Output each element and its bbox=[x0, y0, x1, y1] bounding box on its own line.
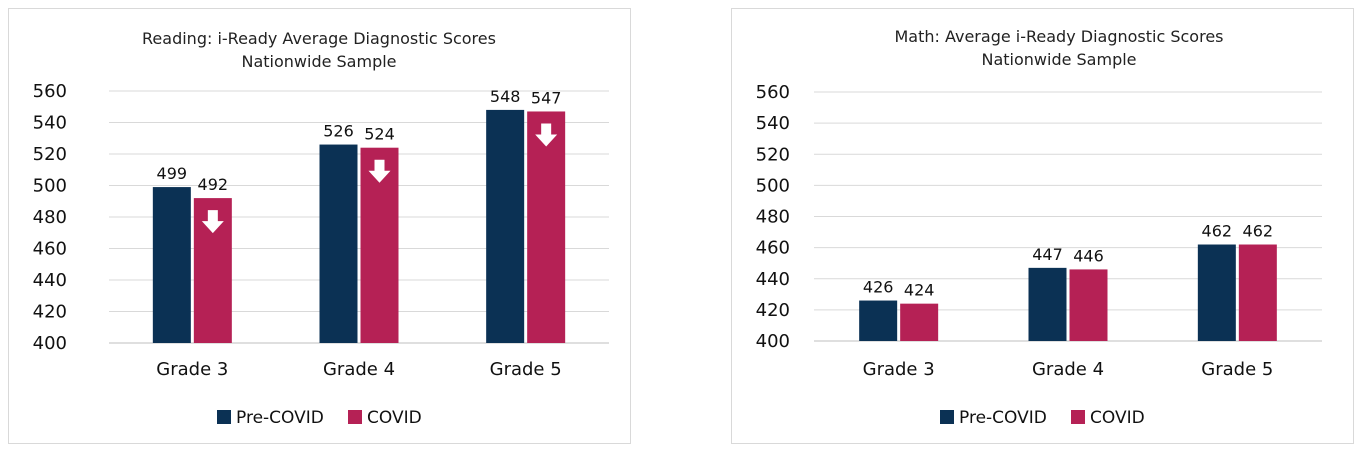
data-label-pre-covid-grade-4: 526 bbox=[323, 122, 354, 141]
data-label-covid-grade-3: 424 bbox=[904, 281, 935, 300]
down-arrow-icon bbox=[535, 123, 558, 147]
legend-label-pre-covid: Pre-COVID bbox=[959, 408, 1047, 428]
bar-pre-covid-grade-3 bbox=[859, 300, 898, 341]
math-chart: Math: Average i-Ready Diagnostic Scores … bbox=[756, 27, 1322, 428]
bar-pre-covid-grade-4 bbox=[319, 144, 358, 343]
legend: Pre-COVID COVID bbox=[217, 408, 422, 428]
legend-swatch-pre-covid bbox=[217, 410, 231, 424]
y-tick-label-560: 560 bbox=[33, 81, 67, 102]
down-arrow-icon bbox=[201, 210, 224, 234]
y-tick-label-500: 500 bbox=[756, 175, 790, 196]
x-category-label-grade-3: Grade 3 bbox=[863, 359, 935, 380]
chart-subtitle: Nationwide Sample bbox=[241, 52, 396, 71]
x-category-label-grade-5: Grade 5 bbox=[490, 359, 562, 380]
data-label-covid-grade-5: 547 bbox=[531, 88, 562, 107]
y-tick-label-500: 500 bbox=[33, 176, 67, 197]
legend-label-covid: COVID bbox=[1090, 408, 1145, 428]
bar-covid-grade-5 bbox=[1238, 244, 1277, 341]
y-tick-label-440: 440 bbox=[33, 270, 67, 291]
reading-chart-panel: Reading: i-Ready Average Diagnostic Scor… bbox=[8, 8, 631, 444]
bar-covid-grade-4 bbox=[1069, 269, 1108, 341]
y-tick-label-400: 400 bbox=[33, 333, 67, 354]
down-arrow-icon bbox=[368, 159, 391, 183]
legend-swatch-covid bbox=[1071, 410, 1085, 424]
data-label-pre-covid-grade-5: 548 bbox=[490, 87, 521, 106]
plot-area: 400 420 440 460 480 500 520 540 560 Grade 3 499 492… bbox=[33, 81, 609, 380]
y-tick-label-540: 540 bbox=[33, 113, 67, 134]
legend-label-pre-covid: Pre-COVID bbox=[236, 408, 324, 428]
bar-pre-covid-grade-4 bbox=[1028, 267, 1067, 341]
y-tick-label-460: 460 bbox=[33, 239, 67, 260]
y-tick-label-520: 520 bbox=[756, 144, 790, 165]
x-category-label-grade-5: Grade 5 bbox=[1201, 359, 1273, 380]
y-tick-label-520: 520 bbox=[33, 144, 67, 165]
x-category-label-grade-3: Grade 3 bbox=[156, 359, 228, 380]
y-tick-label-420: 420 bbox=[756, 300, 790, 321]
data-label-covid-grade-5: 462 bbox=[1243, 222, 1274, 241]
legend-swatch-covid bbox=[348, 410, 362, 424]
data-label-covid-grade-4: 524 bbox=[364, 125, 395, 144]
reading-chart: Reading: i-Ready Average Diagnostic Scor… bbox=[33, 29, 609, 428]
bar-pre-covid-grade-5 bbox=[1197, 244, 1236, 341]
chart-subtitle: Nationwide Sample bbox=[981, 50, 1136, 69]
bar-pre-covid-grade-5 bbox=[486, 109, 525, 344]
y-tick-label-460: 460 bbox=[756, 238, 790, 259]
plot-area: 400 420 440 460 480 500 520 540 560 Grade 3 426 424… bbox=[756, 82, 1322, 380]
x-category-label-grade-4: Grade 4 bbox=[323, 359, 395, 380]
bar-covid-grade-5 bbox=[527, 111, 566, 343]
y-tick-label-480: 480 bbox=[756, 207, 790, 228]
bar-covid-grade-3 bbox=[900, 303, 939, 341]
data-label-pre-covid-grade-5: 462 bbox=[1202, 222, 1233, 241]
math-chart-panel: Math: Average i-Ready Diagnostic Scores … bbox=[731, 8, 1354, 444]
legend-label-covid: COVID bbox=[367, 408, 422, 428]
legend: Pre-COVID COVID bbox=[940, 408, 1145, 428]
y-tick-label-420: 420 bbox=[33, 302, 67, 323]
legend-swatch-pre-covid bbox=[940, 410, 954, 424]
y-tick-label-480: 480 bbox=[33, 207, 67, 228]
data-label-pre-covid-grade-3: 426 bbox=[863, 278, 894, 297]
y-tick-label-560: 560 bbox=[756, 82, 790, 103]
chart-title: Math: Average i-Ready Diagnostic Scores bbox=[894, 27, 1223, 46]
chart-title: Reading: i-Ready Average Diagnostic Scor… bbox=[142, 29, 496, 48]
bar-pre-covid-grade-3 bbox=[152, 187, 191, 343]
data-label-pre-covid-grade-4: 447 bbox=[1032, 245, 1063, 264]
y-tick-label-440: 440 bbox=[756, 269, 790, 290]
y-tick-label-400: 400 bbox=[756, 331, 790, 352]
data-label-covid-grade-3: 492 bbox=[198, 175, 229, 194]
x-category-label-grade-4: Grade 4 bbox=[1032, 359, 1104, 380]
y-tick-label-540: 540 bbox=[756, 113, 790, 134]
data-label-covid-grade-4: 446 bbox=[1073, 246, 1104, 265]
data-label-pre-covid-grade-3: 499 bbox=[157, 164, 188, 183]
